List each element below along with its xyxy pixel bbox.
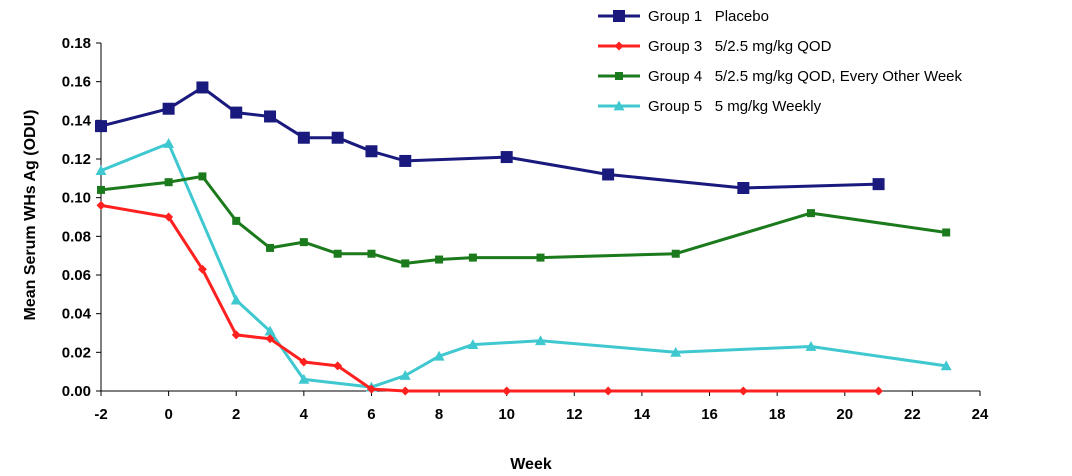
data-point	[535, 335, 546, 346]
data-point	[468, 253, 477, 262]
data-point	[737, 182, 750, 194]
data-point	[401, 259, 410, 268]
data-point	[164, 178, 173, 187]
legend-label: Group 4 5/2.5 mg/kg QOD, Every Other Wee…	[648, 68, 963, 85]
legend-label: Group 1 Placebo	[648, 8, 769, 25]
y-tick-label: 0.10	[62, 190, 91, 207]
x-tick-label: 2	[232, 406, 240, 423]
legend-marker	[615, 72, 623, 80]
data-point	[230, 294, 242, 305]
legend-label: Group 3 5/2.5 mg/kg QOD	[648, 38, 832, 55]
data-point	[231, 330, 241, 340]
series-line	[100, 174, 947, 265]
series-line	[100, 142, 947, 389]
data-point	[331, 131, 344, 144]
y-axis-title: Mean Serum WHs Ag (ODU)	[22, 110, 39, 321]
data-point	[232, 216, 241, 225]
data-point	[163, 138, 175, 148]
data-point	[230, 106, 243, 119]
series-group-3	[97, 172, 951, 268]
legend-marker	[614, 41, 624, 51]
data-point	[872, 178, 885, 191]
y-tick-label: 0.16	[62, 74, 91, 91]
data-point	[367, 249, 376, 258]
x-tick-label: 22	[904, 406, 921, 423]
data-point	[500, 151, 513, 164]
x-tick-label: 20	[836, 406, 853, 423]
data-point	[603, 386, 613, 396]
data-point	[97, 185, 105, 194]
data-point	[333, 249, 342, 258]
data-point	[197, 264, 207, 274]
y-tick-label: 0.08	[62, 228, 91, 245]
series-layer	[95, 81, 952, 396]
data-point	[264, 110, 277, 123]
x-tick-label: -2	[94, 406, 107, 423]
legend-marker	[613, 10, 625, 22]
x-axis-title: Week	[510, 456, 552, 473]
data-point	[399, 370, 411, 380]
y-tick-label: 0.06	[62, 267, 91, 284]
data-point	[502, 386, 512, 396]
data-point	[435, 255, 444, 264]
data-point	[96, 200, 106, 210]
data-point	[299, 238, 308, 247]
data-point	[266, 243, 275, 252]
data-point	[299, 357, 309, 367]
series-group-1	[95, 81, 885, 194]
x-tick-label: 0	[164, 406, 172, 423]
data-point	[399, 154, 412, 167]
y-tick-label: 0.12	[62, 151, 91, 168]
data-point	[806, 209, 815, 218]
y-tick-label: 0.04	[62, 306, 92, 323]
x-tick-label: 24	[972, 406, 989, 423]
series-line	[100, 203, 879, 393]
series-group-4	[95, 138, 952, 392]
data-point	[602, 168, 615, 181]
data-point	[433, 350, 445, 361]
data-point	[265, 334, 275, 344]
x-tick-label: 6	[367, 406, 375, 423]
data-point	[942, 228, 951, 237]
data-point	[467, 339, 479, 349]
data-point	[198, 172, 207, 181]
data-point	[671, 249, 680, 258]
data-point	[366, 384, 376, 394]
data-point	[365, 145, 378, 158]
data-point	[297, 131, 310, 144]
y-tick-label: 0.02	[62, 344, 91, 361]
legend: Group 1 Placebo Group 3 5/2.5 mg/kg QOD Gr…	[598, 8, 963, 115]
y-tick-label: 0.00	[62, 383, 91, 400]
data-point	[738, 386, 748, 396]
series-group-2	[96, 200, 884, 396]
axes: 0.00 0.02 0.04 0.06 0.08 0.10 0.12 0.14 0.16 0.18…	[62, 35, 989, 423]
data-point	[940, 360, 952, 371]
data-point	[95, 165, 107, 175]
x-tick-label: 4	[300, 406, 309, 423]
x-tick-label: 18	[769, 406, 786, 423]
x-tick-label: 8	[435, 406, 443, 423]
data-point	[805, 341, 817, 351]
data-point	[298, 373, 310, 384]
data-point	[196, 81, 209, 94]
data-point	[164, 212, 174, 222]
data-point	[536, 253, 545, 262]
data-point	[400, 386, 410, 396]
data-point	[162, 102, 175, 115]
data-point	[264, 325, 276, 336]
x-tick-label: 10	[498, 406, 515, 423]
data-point	[874, 386, 884, 396]
x-tick-label: 12	[566, 406, 583, 423]
y-tick-label: 0.14	[62, 112, 92, 129]
data-point	[670, 346, 682, 357]
y-tick-label: 0.18	[62, 35, 91, 52]
legend-label: Group 5 5 mg/kg Weekly	[648, 98, 822, 115]
x-tick-label: 16	[701, 406, 718, 423]
x-tick-label: 14	[634, 406, 651, 423]
data-point	[333, 361, 343, 371]
legend-marker	[613, 100, 625, 111]
data-point	[95, 120, 107, 133]
